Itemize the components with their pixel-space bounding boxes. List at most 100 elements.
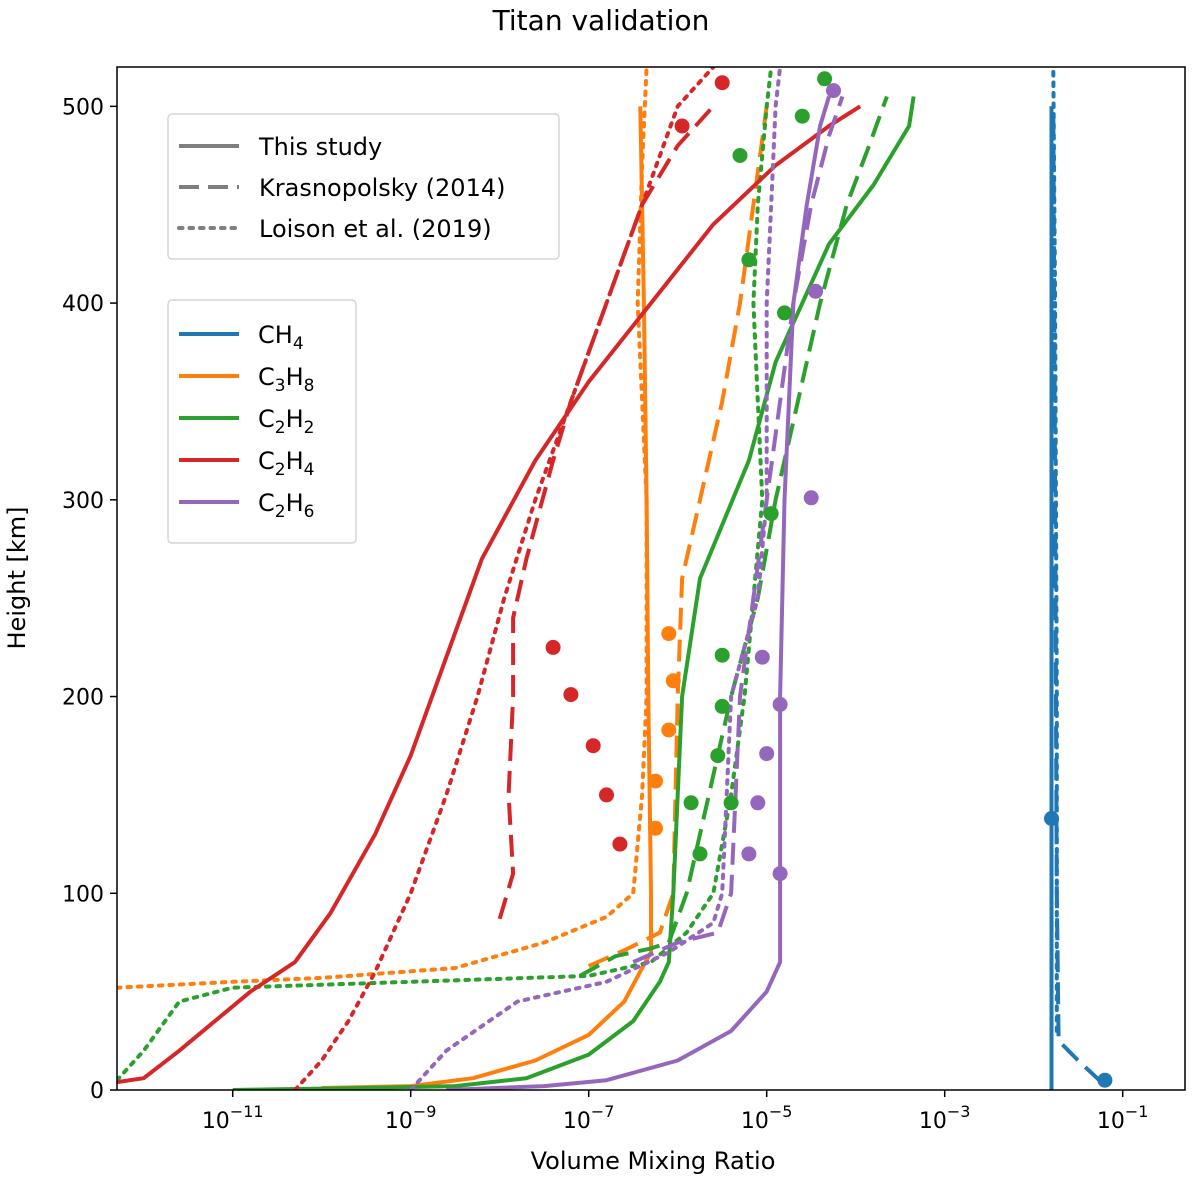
observation-point-c2h6: [826, 83, 841, 99]
x-axis-title: Volume Mixing Ratio: [531, 1147, 776, 1175]
observation-point-c2h4: [599, 787, 614, 803]
observation-point-c2h4: [714, 75, 730, 91]
observation-point-c3h8: [661, 722, 677, 738]
observation-point-c3h8: [661, 626, 677, 642]
text-part: −5: [769, 1102, 793, 1121]
text-part: 10: [563, 1109, 591, 1134]
observation-layer: [545, 71, 1113, 1088]
text-part: −11: [230, 1102, 264, 1121]
text-part: −9: [413, 1102, 437, 1121]
observation-point-c2h6: [772, 866, 788, 882]
observation-point-c2h6: [772, 696, 788, 712]
plot-frame: [116, 66, 1186, 1091]
observation-point-c2h2: [710, 748, 726, 764]
observation-point-c2h2: [763, 506, 779, 522]
x-tick-label: 10−5: [741, 1102, 793, 1134]
x-tick-label: 10−7: [563, 1102, 615, 1134]
y-tick-label: 500: [62, 95, 104, 120]
observation-point-c2h4: [563, 687, 579, 703]
observation-point-c2h6: [754, 649, 770, 665]
observation-point-c2h2: [714, 647, 730, 663]
observation-point-c2h6: [808, 283, 824, 299]
observation-point-c2h6: [741, 846, 757, 862]
observation-point-c2h2: [714, 698, 730, 714]
text-part: 3: [275, 376, 286, 396]
text-part: H: [286, 447, 304, 475]
y-tick-label: 100: [62, 882, 104, 907]
series-line-c2h4-loison-et-al-2019: [293, 67, 716, 1090]
observation-point-ch4: [1097, 1072, 1113, 1088]
series-line-c3h8-loison-et-al-2019: [117, 67, 649, 990]
text-part: −7: [591, 1102, 615, 1121]
y-axis-ticks: 0 100 200 300 400 500: [62, 95, 117, 1104]
observation-point-c3h8: [665, 673, 681, 689]
observation-point-c2h6: [759, 746, 775, 762]
text-part: 4: [293, 334, 304, 354]
text-part: 8: [304, 376, 315, 396]
series-line-c2h4-this-study: [117, 104, 862, 1085]
text-part: CH: [258, 321, 293, 349]
observation-point-c2h4: [585, 738, 601, 754]
text-part: H: [286, 405, 304, 433]
observation-point-c2h4: [674, 118, 690, 134]
y-tick-label: 0: [90, 1079, 104, 1104]
observation-point-ch4: [1044, 811, 1059, 826]
text-part: 2: [304, 418, 315, 438]
observation-point-c2h2: [817, 71, 833, 87]
observation-point-c2h2: [732, 148, 748, 163]
x-tick-label: 10−3: [919, 1102, 971, 1134]
species-legend-label-c2h4: C2H4: [258, 447, 314, 480]
series-line-c2h2-loison-et-al-2019: [117, 67, 774, 1083]
y-tick-label: 300: [62, 489, 104, 514]
species-legend-frame: [167, 299, 357, 544]
observation-point-c3h8: [648, 773, 663, 789]
observation-point-c2h2: [683, 795, 699, 811]
text-part: C: [258, 363, 275, 391]
text-part: −1: [1125, 1102, 1149, 1121]
species-legend-label-c2h6: C2H6: [258, 489, 314, 522]
text-part: 2: [275, 460, 286, 480]
x-axis-ticks: 10−11 10−9 10−7 10−5 10−3 10−1: [202, 1090, 1149, 1134]
style-legend-label: Krasnopolsky (2014): [259, 174, 505, 202]
series-line-ch4-loison-et-al-2019: [1051, 67, 1059, 1033]
text-part: −3: [947, 1102, 971, 1121]
y-tick-label: 400: [62, 292, 104, 317]
series-line-c2h4-krasnopolsky-2014: [497, 104, 715, 920]
text-part: C: [258, 447, 275, 475]
text-part: 2: [275, 502, 286, 522]
text-part: 4: [304, 460, 315, 480]
observation-point-c2h2: [794, 108, 810, 124]
y-axis-title: Height [km]: [3, 507, 31, 650]
style-legend: This study Krasnopolsky (2014) Loison et a…: [167, 113, 560, 260]
series-line-c2h6-loison-et-al-2019: [408, 67, 783, 1090]
text-part: 10: [741, 1109, 769, 1134]
observation-point-c2h6: [750, 795, 766, 811]
observation-point-c2h2: [692, 846, 708, 862]
text-part: 10: [202, 1109, 230, 1134]
text-part: H: [286, 363, 304, 391]
text-part: 10: [1097, 1109, 1125, 1134]
observation-point-c2h2: [777, 305, 792, 321]
text-part: 10: [919, 1109, 947, 1134]
text-part: 2: [275, 418, 286, 438]
text-part: 10: [385, 1109, 413, 1134]
species-legend-label-c3h8: C3H8: [258, 363, 314, 396]
observation-point-c2h6: [803, 490, 819, 506]
style-legend-frame: [167, 113, 560, 260]
x-tick-label: 10−11: [202, 1102, 264, 1134]
y-tick-label: 200: [62, 686, 104, 711]
observation-point-c2h2: [723, 795, 739, 811]
series-line-c2h6-this-study: [446, 95, 831, 1090]
x-tick-label: 10−9: [385, 1102, 437, 1134]
observation-point-c2h4: [545, 639, 561, 655]
text-part: H: [286, 489, 304, 517]
series-line-c2h6-krasnopolsky-2014: [632, 95, 845, 964]
text-part: 6: [304, 502, 315, 522]
species-legend-label-ch4: CH4: [258, 321, 304, 354]
observation-point-c2h2: [741, 252, 757, 268]
text-part: C: [258, 405, 275, 433]
series-line-c3h8-krasnopolsky-2014: [587, 106, 769, 968]
